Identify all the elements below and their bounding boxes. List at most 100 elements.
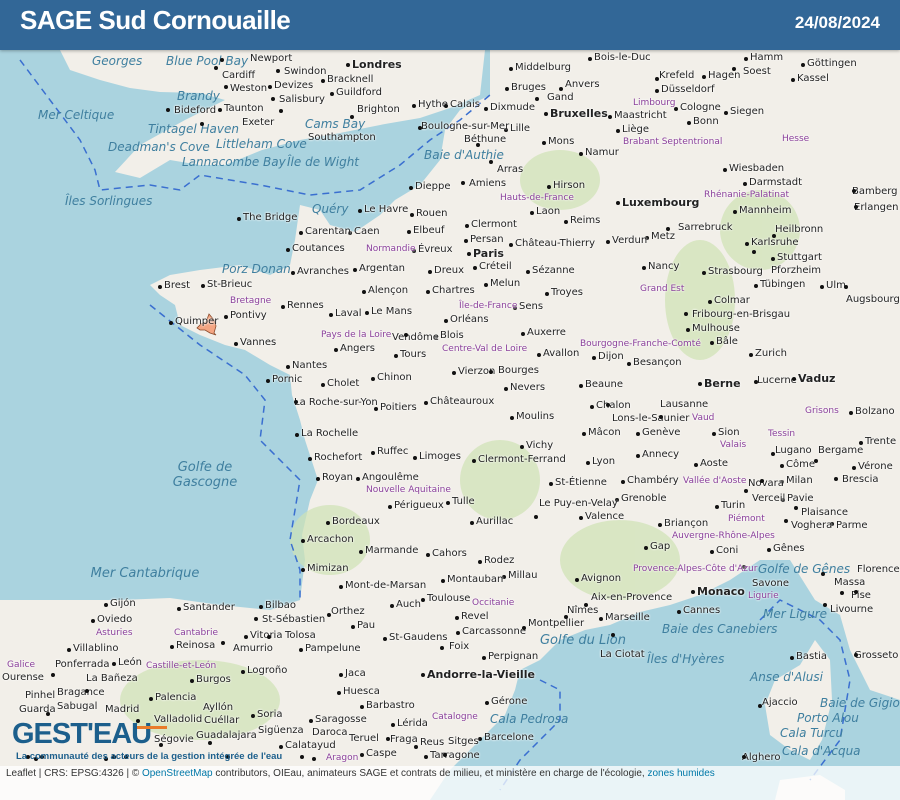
cities-label: Vaduz	[798, 372, 836, 385]
city-dot	[371, 451, 375, 455]
city-dot	[104, 603, 108, 607]
city-dot	[241, 670, 245, 674]
seas-label: Blue Pool Bay	[166, 54, 249, 68]
city-dot	[351, 625, 355, 629]
city-dot	[544, 112, 548, 116]
cities-label: Amiens	[469, 178, 507, 189]
cities-label: Laval	[335, 308, 362, 319]
attribution-prefix: Leaflet | CRS: EPSG:4326 | ©	[6, 768, 140, 779]
cities-label: Ourense	[2, 672, 44, 683]
seas-label: Mer Ligure	[763, 607, 828, 621]
cities-label: Marseille	[605, 612, 650, 623]
cities-label: Aix-en-Provence	[591, 592, 673, 603]
cities-label: Périgueux	[394, 500, 444, 511]
city-dot	[547, 185, 551, 189]
city-dot	[549, 482, 553, 486]
regions-label: Limbourg	[633, 98, 676, 108]
city-dot	[575, 578, 579, 582]
city-dot	[440, 646, 444, 650]
city-dot	[754, 284, 758, 288]
regions-label: Occitanie	[472, 598, 515, 608]
logo-wordmark: GEST'EAU	[12, 718, 152, 750]
cities-label: Livourne	[830, 604, 874, 615]
city-dot	[715, 505, 719, 509]
cities-label: Bonn	[693, 116, 719, 127]
cities-label: Tours	[400, 349, 427, 360]
city-dot	[621, 480, 625, 484]
cities-label: Cardiff	[222, 70, 256, 81]
cities-label: Vierzon	[458, 366, 496, 377]
cities-label: Tübingen	[760, 279, 806, 290]
cities-label: Grosseto	[854, 650, 899, 661]
city-dot	[852, 189, 856, 193]
cities-label: Lugano	[775, 445, 812, 456]
city-dot	[339, 585, 343, 589]
city-dot	[710, 341, 714, 345]
city-dot	[588, 57, 592, 61]
cities-label: Carentan	[305, 226, 351, 237]
cities-label: Plaisance	[801, 507, 849, 518]
cities-label: Soest	[743, 66, 771, 77]
cities-label: Oviedo	[97, 614, 133, 625]
city-dot	[792, 377, 796, 381]
city-dot	[545, 292, 549, 296]
page-title: SAGE Sud Cornouaille	[20, 5, 291, 35]
cities-label: Gand	[547, 92, 574, 103]
zones-humides-link[interactable]: zones humides	[647, 768, 715, 779]
city-dot	[592, 356, 596, 360]
city-dot	[760, 479, 764, 483]
regions-label: Rhénanie-Palatinat	[704, 190, 790, 200]
city-dot	[456, 631, 460, 635]
cities-label: Mons	[548, 136, 575, 147]
cities-label: Dieppe	[415, 181, 451, 192]
regions-label: Castille-et-León	[146, 661, 217, 671]
osm-link[interactable]: OpenStreetMap	[141, 768, 213, 779]
cities-label: Pise	[851, 590, 871, 601]
city-dot	[780, 464, 784, 468]
cities-label: Rodez	[484, 555, 515, 566]
cities-label: Annecy	[642, 449, 680, 460]
cities-label: Caspe	[366, 748, 397, 759]
city-dot	[586, 461, 590, 465]
city-dot	[359, 550, 363, 554]
city-dot	[67, 648, 71, 652]
city-dot	[743, 182, 747, 186]
gesteau-logo[interactable]: GEST'EAU La communauté des acteurs de la…	[12, 718, 312, 764]
city-dot	[484, 107, 488, 111]
city-dot	[386, 737, 390, 741]
city-dot	[844, 285, 848, 289]
cities-label: Nevers	[510, 382, 546, 393]
cities-label: Vitoria	[250, 630, 282, 642]
cities-label: Stuttgart	[777, 252, 822, 263]
city-dot	[608, 115, 612, 119]
cities-label: Le Havre	[364, 204, 409, 215]
city-dot	[834, 477, 838, 481]
city-dot	[112, 755, 116, 759]
cities-label: Boulogne-sur-Mer	[421, 121, 510, 132]
cities-label: Gap	[650, 541, 671, 552]
cities-label: Calais	[450, 99, 481, 110]
regions-label: Île-de-France	[459, 301, 518, 311]
city-dot	[615, 498, 619, 502]
cities-label: Taunton	[224, 103, 264, 114]
cities-label: Madrid	[105, 704, 140, 715]
cities-label: Montauban	[447, 574, 504, 585]
city-dot	[169, 321, 173, 325]
city-dot	[698, 382, 702, 386]
city-dot	[268, 85, 272, 89]
seas-label: Cala d'Acqua	[782, 744, 861, 758]
logo-tagline: La communauté des acteurs de la gestion …	[16, 751, 283, 762]
city-dot	[702, 271, 706, 275]
cities-label: Reims	[570, 215, 601, 226]
cities-label: Rouen	[416, 208, 448, 219]
cities-label: Villablino	[73, 643, 119, 654]
city-dot	[316, 477, 320, 481]
city-dot	[177, 607, 181, 611]
city-dot	[158, 285, 162, 289]
city-dot	[159, 743, 163, 747]
city-dot	[444, 319, 448, 323]
cities-label: Teruel	[349, 733, 379, 744]
cities-label: Pforzheim	[771, 265, 822, 276]
cities-label: Clermont-Ferrand	[478, 454, 566, 465]
